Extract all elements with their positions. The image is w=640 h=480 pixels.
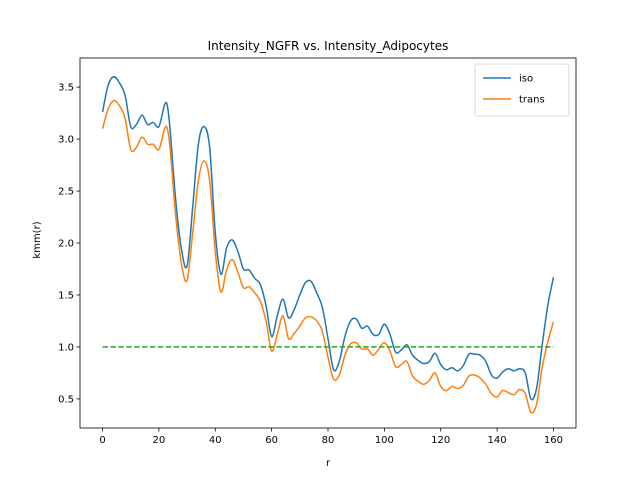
y-axis-label: kmm(r): [32, 221, 43, 258]
axes-frame: [79, 57, 577, 429]
series-line-iso: [101, 75, 555, 401]
x-tick-label: 0: [99, 435, 105, 446]
y-tick-label: 3.0: [58, 135, 74, 146]
x-axis-ticks: 0 20 40 60 80 100 120 140 160: [99, 428, 563, 446]
series-line-trans: [101, 99, 555, 414]
legend-label-iso: iso: [519, 74, 533, 85]
y-tick-label: 2.5: [58, 187, 74, 198]
x-tick-label: 60: [265, 435, 278, 446]
plot-area: [101, 75, 555, 414]
x-tick-label: 80: [322, 435, 335, 446]
y-tick-label: 3.5: [58, 83, 74, 94]
x-axis-label: r: [326, 458, 331, 469]
legend: iso trans: [474, 63, 570, 117]
y-tick-label: 2.0: [58, 239, 74, 250]
y-tick-label: 1.0: [58, 342, 74, 353]
y-tick-label: 1.5: [58, 290, 74, 301]
x-tick-label: 20: [153, 435, 166, 446]
chart-title: Intensity_NGFR vs. Intensity_Adipocytes: [208, 39, 449, 53]
y-axis-ticks: 0.5 1.0 1.5 2.0 2.5 3.0 3.5: [58, 83, 80, 405]
legend-label-trans: trans: [519, 95, 545, 106]
x-tick-label: 140: [488, 435, 507, 446]
y-tick-label: 0.5: [58, 394, 74, 405]
x-tick-label: 120: [431, 435, 450, 446]
x-tick-label: 40: [209, 435, 222, 446]
x-tick-label: 100: [375, 435, 394, 446]
legend-box: [474, 63, 570, 117]
x-tick-label: 160: [544, 435, 563, 446]
